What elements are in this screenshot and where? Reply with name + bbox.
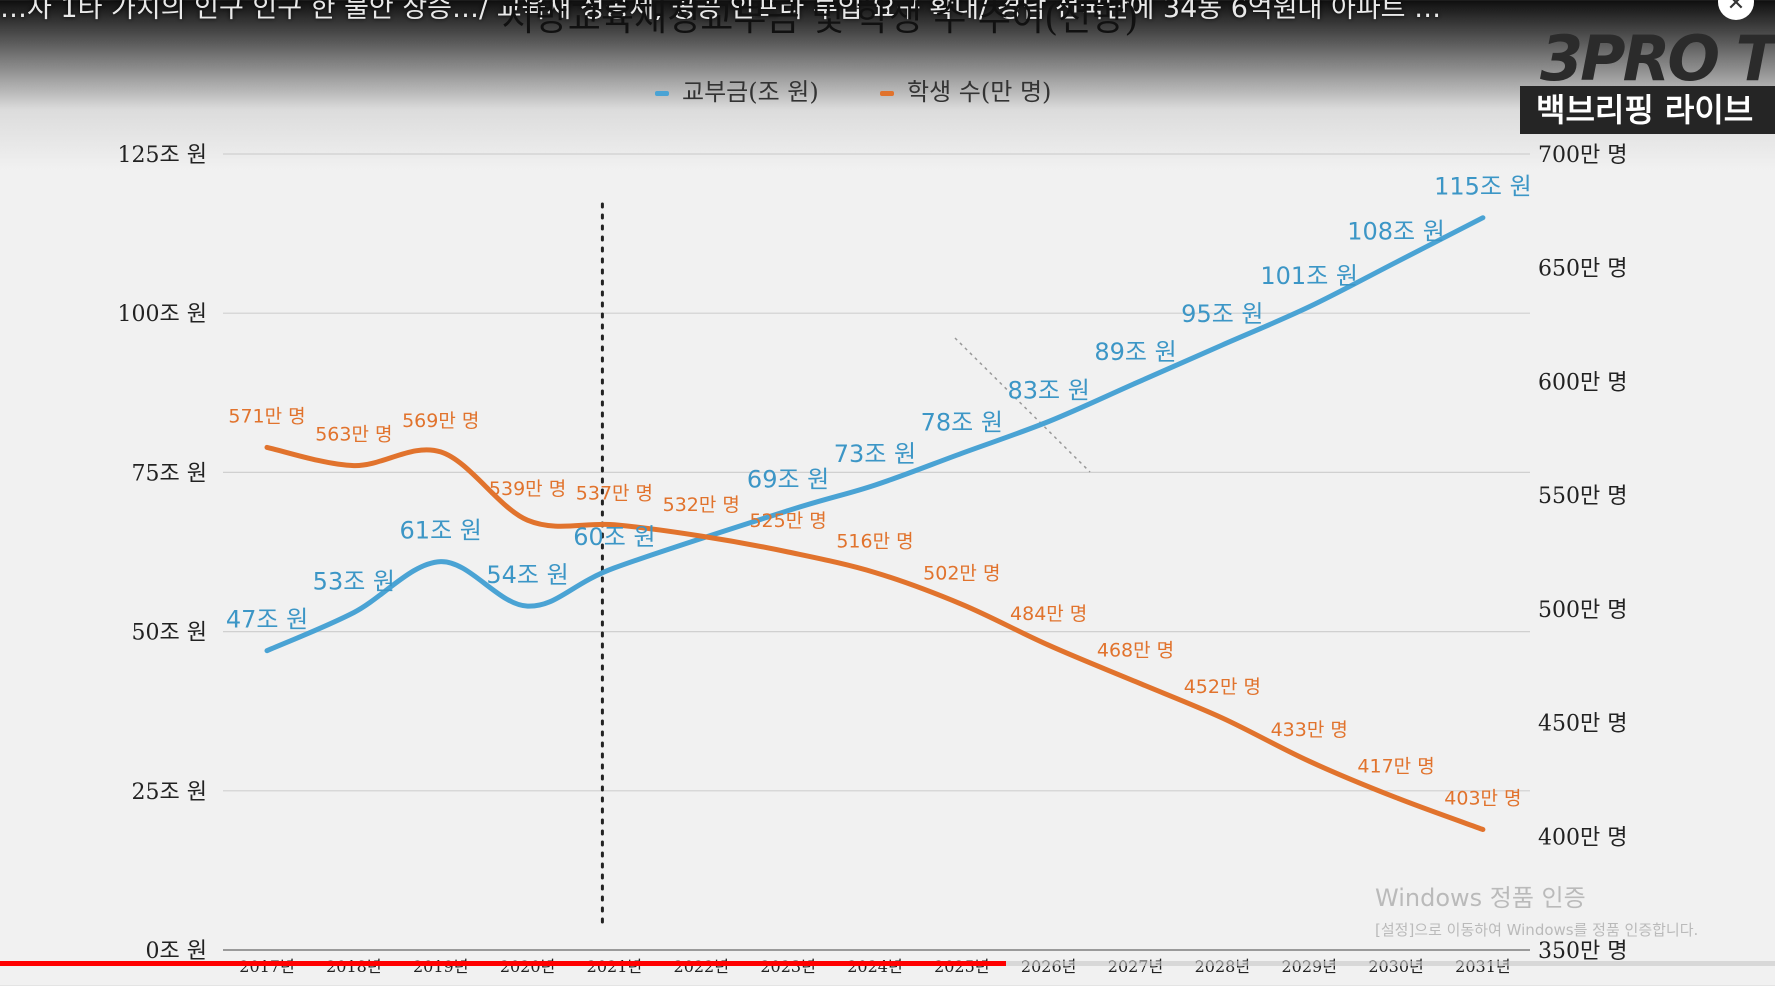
x-tick-label: 2020년 <box>500 957 555 976</box>
right-tick-label: 550만 명 <box>1538 484 1627 509</box>
x-tick-label: 2027년 <box>1108 957 1163 976</box>
x-tick-label: 2018년 <box>326 957 381 976</box>
x-tick-label: 2030년 <box>1368 957 1423 976</box>
data-label-students: 433만 명 <box>1271 719 1348 741</box>
data-label-students: 468만 명 <box>1097 640 1174 662</box>
data-label-students: 539만 명 <box>489 478 566 500</box>
close-icon[interactable]: ✕ <box>1718 0 1754 20</box>
data-label-grant: 61조 원 <box>400 517 482 545</box>
legend-swatch-grant <box>655 91 669 96</box>
data-label-grant: 89조 원 <box>1094 338 1176 366</box>
right-tick-label: 650만 명 <box>1538 257 1627 282</box>
left-axis: 0조 원 25조 원 50조 원 75조 원 100조 원 125조 원 <box>118 143 207 964</box>
right-tick-label: 500만 명 <box>1538 598 1627 623</box>
left-tick-label: 50조 원 <box>132 621 207 646</box>
x-tick-label: 2031년 <box>1455 957 1510 976</box>
legend: 교부금(조 원) 학생 수(만 명) <box>655 78 1051 106</box>
data-label-grant: 54조 원 <box>486 561 568 589</box>
watermark-title: Windows 정품 인증 <box>1375 884 1586 912</box>
channel-logo: 3PRO TV 백브리핑 라이브 <box>1520 22 1775 134</box>
right-tick-label: 400만 명 <box>1538 825 1627 850</box>
series-line-students <box>264 444 1486 832</box>
data-label-students: 537만 명 <box>576 483 653 505</box>
watermark-subtitle: [설정]으로 이동하여 Windows를 정품 인증합니다. <box>1375 921 1699 939</box>
right-tick-label: 350만 명 <box>1538 939 1627 964</box>
data-label-grant: 83조 원 <box>1007 376 1089 404</box>
logo-wordmark: 3PRO TV <box>1540 22 1775 95</box>
x-tick-label: 2024년 <box>847 957 902 976</box>
left-tick-label: 25조 원 <box>132 780 207 805</box>
data-label-students: 403만 명 <box>1444 787 1521 809</box>
x-tick-label: 2023년 <box>760 957 815 976</box>
x-tick-label: 2019년 <box>413 957 468 976</box>
x-tick-label: 2017년 <box>239 957 294 976</box>
video-progress-fill <box>0 961 1007 966</box>
x-tick-label: 2026년 <box>1021 957 1076 976</box>
legend-label-students: 학생 수(만 명) <box>907 78 1051 106</box>
right-axis: 350만 명 400만 명 450만 명 500만 명 550만 명 600만 명 650만… <box>1538 143 1627 964</box>
logo-subtitle: 백브리핑 라이브 <box>1520 86 1775 134</box>
chart-title: 지방교육재정교부금 및 학생 수 추이(전망) <box>502 0 1139 39</box>
data-label-students: 525만 명 <box>749 510 826 532</box>
gridlines <box>223 153 1530 951</box>
data-label-students: 502만 명 <box>923 562 1000 584</box>
video-title-overlay: …자 1타 가치의 인구 인구 한 불안 상승…/ 교육재 정공제, 공공 인프… <box>0 0 1442 24</box>
data-label-grant: 78조 원 <box>921 408 1003 436</box>
data-label-grant: 101조 원 <box>1260 262 1358 290</box>
windows-activation-watermark: Windows 정품 인증 [설정]으로 이동하여 Windows를 정품 인증… <box>1375 878 1698 940</box>
left-tick-label: 100조 원 <box>118 302 207 327</box>
right-tick-label: 450만 명 <box>1538 712 1627 737</box>
x-tick-label: 2029년 <box>1281 957 1336 976</box>
x-axis: 2017년 2018년 2019년 2020년 2021년 2022년 2023년 2024년… <box>239 957 1510 976</box>
data-label-grant: 60조 원 <box>573 523 655 551</box>
data-label-students: 516만 명 <box>836 530 913 552</box>
data-label-grant: 47조 원 <box>226 606 308 634</box>
data-label-students: 532만 명 <box>663 494 740 516</box>
x-tick-label: 2028년 <box>1195 957 1250 976</box>
right-tick-label: 600만 명 <box>1538 370 1627 395</box>
x-tick-label: 2025년 <box>934 957 989 976</box>
left-tick-label: 75조 원 <box>132 461 207 486</box>
data-label-grant: 69조 원 <box>747 466 829 494</box>
data-label-students: 484만 명 <box>1010 603 1087 625</box>
x-tick-label: 2022년 <box>674 957 729 976</box>
series-line-grant <box>264 215 1486 654</box>
video-progress-bar[interactable] <box>0 961 1775 966</box>
pointer-annotation <box>954 337 1091 473</box>
data-label-students: 452만 명 <box>1184 676 1261 698</box>
legend-swatch-students <box>880 91 894 96</box>
data-label-grant: 95조 원 <box>1181 300 1263 328</box>
right-tick-label: 700만 명 <box>1538 143 1627 168</box>
data-label-grant: 115조 원 <box>1434 173 1532 201</box>
data-label-students: 563만 명 <box>315 424 392 446</box>
legend-label-grant: 교부금(조 원) <box>682 78 819 106</box>
data-label-grant: 73조 원 <box>834 440 916 468</box>
data-label-grant: 53조 원 <box>313 567 395 595</box>
data-label-students: 571만 명 <box>228 405 305 427</box>
data-label-students: 417만 명 <box>1357 756 1434 778</box>
data-label-students: 569만 명 <box>402 410 479 432</box>
data-labels-students: 571만 명 563만 명 569만 명 539만 명 537만 명 532만 명 525만… <box>228 405 1521 809</box>
x-tick-label: 2021년 <box>587 957 642 976</box>
left-tick-label: 125조 원 <box>118 143 207 168</box>
left-tick-label: 0조 원 <box>146 939 207 964</box>
data-label-grant: 108조 원 <box>1347 217 1445 245</box>
